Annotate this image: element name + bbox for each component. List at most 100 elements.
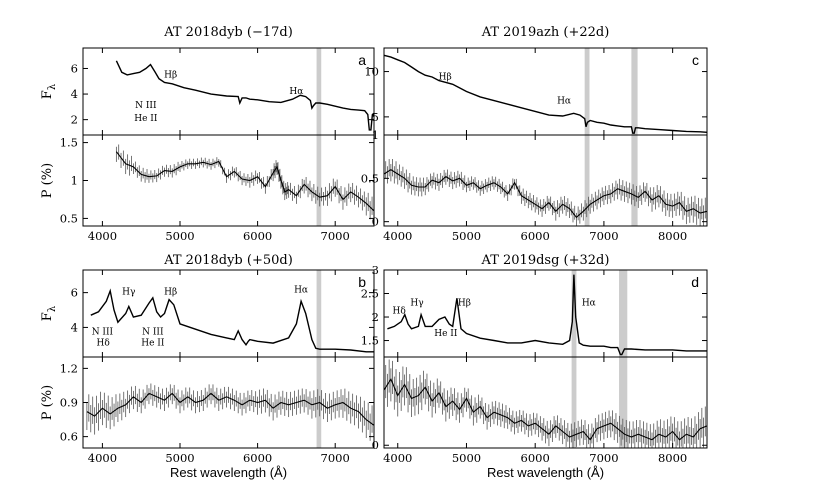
flux-series-line [383, 54, 708, 134]
x-tick-label: 8000 [658, 229, 687, 243]
line-annotation: Hα [289, 87, 303, 97]
flux-subpanel: 1.5 2 2.5 3 Hδ Hγ Hβ He II Hα [361, 263, 708, 358]
y-axis-label: P (%) [40, 385, 55, 420]
x-tick-label: 6000 [521, 229, 550, 243]
axes-frame [383, 134, 708, 227]
y-tick-label: 1.2 [60, 361, 78, 375]
axes-frame [383, 269, 708, 358]
flux-subpanel: 2 4 6 Fλ Hβ N III He II Hα [40, 47, 375, 136]
y-tick-label: 0.6 [60, 430, 78, 444]
polarization-series-line [115, 151, 375, 212]
line-annotation: N III [142, 327, 164, 337]
y-tick-label: 0 [372, 215, 379, 229]
panel-title: AT 2018dyb (+50d) [163, 253, 293, 268]
panel-d: AT 2019dsg (+32d) 1.5 2 2.5 3 Hδ Hγ Hβ He II Hα 04… [361, 253, 708, 480]
flux-series-line [90, 288, 374, 353]
y-tick-label: 6 [71, 61, 78, 75]
axes-frame [383, 47, 708, 136]
x-axis-label: Rest wavelength (Å) [170, 465, 287, 480]
flux-subpanel: 4 6 Fλ Hγ Hβ Hα N III Hδ N III He II [40, 269, 375, 358]
x-tick-label: 4000 [88, 229, 117, 243]
polarization-subpanel: 0.5 1 1.5 P (%) [40, 134, 375, 227]
y-tick-label: 1.5 [361, 334, 379, 348]
line-annotation: Hβ [458, 298, 471, 308]
line-annotation: Hδ [392, 306, 405, 316]
telluric-band [584, 135, 590, 226]
line-annotation: He II [141, 339, 165, 349]
line-annotation: Hγ [410, 298, 423, 308]
y-tick-label: 1 [71, 174, 78, 188]
x-tick-label: 4000 [383, 451, 412, 465]
line-annotation: Hβ [439, 73, 452, 83]
telluric-band [631, 135, 638, 226]
flux-series-line [387, 274, 707, 356]
y-tick-label: 3 [372, 263, 379, 277]
x-tick-label: 7000 [589, 451, 618, 465]
telluric-band [571, 357, 577, 448]
x-tick-label: 7000 [321, 229, 350, 243]
line-annotation: Hα [294, 286, 308, 296]
polarization-series-line [383, 169, 708, 219]
x-tick-label: 8000 [658, 451, 687, 465]
telluric-band [571, 270, 577, 357]
y-tick-label: 4 [71, 320, 78, 334]
flux-subpanel: 5 10 Hβ Hα [364, 47, 708, 136]
y-tick-label: 4 [71, 87, 78, 101]
line-annotation: Hδ [97, 339, 110, 349]
y-axis-label: Fλ [40, 305, 58, 321]
line-annotation: N III [92, 327, 114, 337]
y-tick-label: 1 [372, 128, 379, 142]
x-tick-label: 6000 [243, 229, 272, 243]
axes-frame [82, 47, 375, 136]
line-annotation: Hα [582, 298, 596, 308]
y-tick-label: 2 [372, 310, 379, 324]
panel-b: AT 2018dyb (+50d) 4 6 Fλ Hγ Hβ Hα N III Hδ N III H… [40, 253, 375, 480]
x-tick-label: 4000 [383, 229, 412, 243]
y-tick-label: 2 [71, 113, 78, 127]
x-tick-label: 5000 [452, 451, 481, 465]
y-tick-label: 0.9 [60, 396, 78, 410]
y-tick-label: 0.5 [361, 171, 379, 185]
telluric-band [316, 48, 322, 135]
x-tick-label: 5000 [165, 451, 194, 465]
y-tick-label: 6 [71, 286, 78, 300]
telluric-band [316, 270, 322, 357]
line-annotation: Hβ [164, 287, 177, 297]
panel-letter: b [358, 274, 366, 290]
flux-series-line [115, 60, 375, 131]
line-annotation: N III [135, 101, 157, 111]
y-tick-label: 5 [372, 110, 379, 124]
telluric-band [631, 48, 638, 135]
y-tick-label: 0.5 [60, 211, 78, 225]
panel-letter: d [691, 274, 699, 290]
x-tick-label: 7000 [589, 229, 618, 243]
x-tick-label: 4000 [88, 451, 117, 465]
polarization-series-line [86, 392, 375, 426]
x-tick-label: 5000 [165, 229, 194, 243]
telluric-band [584, 48, 590, 135]
polarization-subpanel: 0 [372, 356, 708, 452]
axes-frame [82, 269, 375, 358]
line-annotation: He II [434, 329, 458, 339]
x-axis-label: Rest wavelength (Å) [487, 465, 604, 480]
axes-frame [383, 356, 708, 449]
line-annotation: He II [134, 114, 158, 124]
panel-title: AT 2019azh (+22d) [481, 25, 610, 40]
y-tick-label: 0 [372, 438, 379, 452]
panel-title: AT 2018dyb (−17d) [163, 25, 293, 40]
y-axis-label: Fλ [40, 83, 58, 99]
panel-letter: a [358, 52, 366, 68]
x-tick-label: 6000 [521, 451, 550, 465]
x-tick-label: 6000 [243, 451, 272, 465]
polarization-subpanel: 0.6 0.9 1.2 P (%) [40, 356, 375, 449]
line-annotation: Hβ [164, 70, 177, 80]
y-tick-label: 2.5 [361, 287, 379, 301]
line-annotation: Hα [557, 96, 571, 106]
panel-a: AT 2018dyb (−17d) 2 4 6 Fλ Hβ N III He II Hα 0.5 1… [40, 25, 375, 243]
polarization-series-line [383, 377, 708, 441]
line-annotation: Hγ [122, 287, 135, 297]
x-tick-label: 5000 [452, 229, 481, 243]
y-tick-label: 10 [364, 65, 379, 79]
panel-c: AT 2019azh (+22d) 5 10 Hβ Hα 0 0.5 1 4000 5000 600… [361, 25, 708, 243]
